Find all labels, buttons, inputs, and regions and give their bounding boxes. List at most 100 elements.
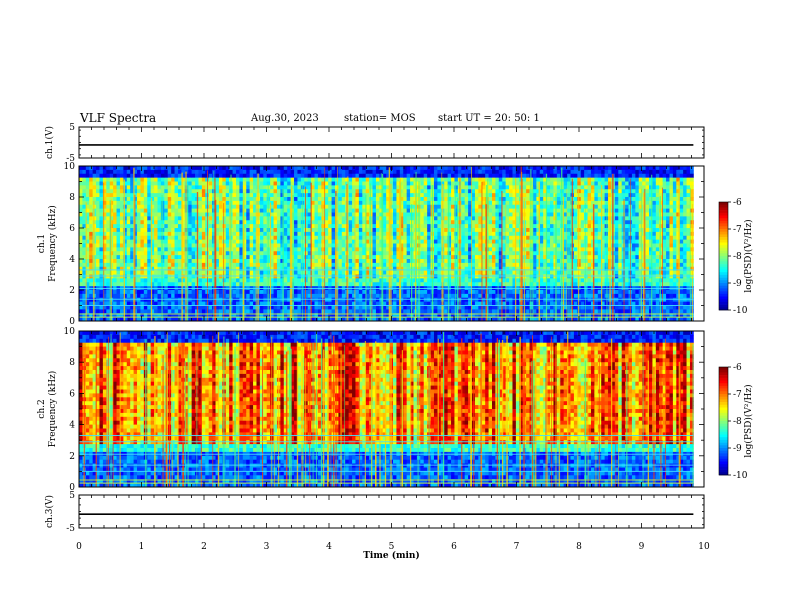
- ch2-spectrogram-colorbar-segment: [719, 372, 728, 376]
- ch1-spectrogram-frame: [78, 165, 705, 322]
- ch1-spectrogram-colorbar-segment: [719, 247, 728, 251]
- ch1-spectrogram-colorbar-segment: [719, 277, 728, 281]
- ch1-spectrogram-colorbar-segment: [719, 210, 728, 214]
- ch2-spectrogram-colorbar-segment: [719, 369, 728, 373]
- ch1-spectrogram-channel-label: ch.1: [37, 234, 47, 253]
- ch3-voltage-ytick-label: 5: [69, 491, 75, 501]
- chart-title: VLF Spectra: [80, 111, 157, 125]
- ch2-spectrogram-colorbar-segment: [719, 415, 728, 419]
- ch1-spectrogram-colorbar-segment: [719, 285, 728, 289]
- ch1-spectrogram-colorbar-segment: [719, 296, 728, 300]
- ch1-spectrogram-colorbar-segment: [719, 220, 728, 224]
- ch1-spectrogram-colorbar-segment: [719, 212, 728, 216]
- ch1-spectrogram-ytick-label: 10: [64, 162, 76, 172]
- start-time-label: start UT = 20: 50: 1: [438, 113, 540, 124]
- ch2-spectrogram-colorbar-segment: [719, 380, 728, 384]
- ch1-spectrogram-colorbar-segment: [719, 293, 728, 297]
- ch2-spectrogram-colorbar-tick: -9: [733, 444, 742, 454]
- ch3-voltage-ytick-label: -5: [66, 524, 75, 534]
- ch2-spectrogram-colorbar-segment: [719, 464, 728, 468]
- ch1-spectrogram-colorbar-segment: [719, 269, 728, 273]
- ch1-voltage-frame: [78, 126, 705, 159]
- ch1-spectrogram-colorbar-segment: [719, 204, 728, 208]
- ch1-spectrogram-colorbar-segment: [719, 266, 728, 270]
- ch2-spectrogram-colorbar-tick: -7: [733, 390, 742, 400]
- ch1-spectrogram-ytick-label: 6: [69, 224, 75, 234]
- ch2-spectrogram-colorbar-segment: [719, 461, 728, 465]
- ch1-spectrogram-ytick-label: 4: [69, 255, 75, 265]
- ch1-spectrogram-ylabel: Frequency (kHz): [47, 205, 58, 282]
- ch1-voltage-ytick-label: -5: [66, 154, 75, 164]
- ch1-spectrogram-colorbar-segment: [719, 274, 728, 278]
- ch1-spectrogram-image: [79, 166, 694, 322]
- ch2-spectrogram-colorbar-segment: [719, 469, 728, 473]
- ch2-spectrogram-colorbar-segment: [719, 434, 728, 438]
- ch1-voltage-ytick-label: 5: [69, 123, 75, 133]
- ch2-spectrogram-ytick-label: 2: [69, 452, 75, 462]
- ch2-spectrogram-colorbar-segment: [719, 404, 728, 408]
- ch2-spectrogram-colorbar-segment: [719, 426, 728, 430]
- ch2-spectrogram-colorbar-tick: -6: [733, 363, 742, 373]
- ch2-spectrogram-colorbar-segment: [719, 448, 728, 451]
- ch2-spectrogram-colorbar-segment: [719, 399, 728, 403]
- ch2-spectrogram-colorbar-segment: [719, 429, 728, 433]
- station-label: station= MOS: [344, 113, 416, 124]
- ch2-spectrogram-colorbar-segment: [719, 453, 728, 457]
- ch2-spectrogram-colorbar-segment: [719, 388, 728, 392]
- ch1-spectrogram-colorbar-tick: -10: [733, 306, 748, 316]
- ch2-spectrogram-image: [79, 331, 694, 488]
- ch1-spectrogram-colorbar-segment: [719, 234, 728, 238]
- ch2-spectrogram-colorbar-segment: [719, 456, 728, 460]
- ch2-spectrogram-colorbar-segment: [719, 472, 728, 476]
- ch1-spectrogram-colorbar-segment: [719, 256, 728, 259]
- x-tick-label: 1: [139, 542, 145, 552]
- ch2-spectrogram-frame: [78, 330, 705, 488]
- ch2-spectrogram-colorbar-segment: [719, 431, 728, 435]
- ch1-spectrogram-colorbar-segment: [719, 307, 728, 311]
- ch1-spectrogram-colorbar-label: log(PSD)(V²/Hz): [743, 219, 754, 292]
- ch1-spectrogram-colorbar-tick: -6: [733, 198, 742, 208]
- ch1-spectrogram-ytick-label: 8: [69, 193, 75, 203]
- ch2-spectrogram-colorbar-label: log(PSD)(V²/Hz): [743, 384, 754, 457]
- ch1-spectrogram-colorbar-segment: [719, 202, 728, 205]
- ch1-spectrogram-colorbar-segment: [719, 261, 728, 265]
- ch2-spectrogram-colorbar-segment: [719, 421, 728, 424]
- ch3-voltage-ylabel: ch.3(V): [44, 495, 55, 528]
- ch1-spectrogram-colorbar-tick: -7: [733, 225, 742, 235]
- ch2-spectrogram-colorbar-segment: [719, 367, 728, 370]
- ch2-spectrogram-colorbar-segment: [719, 450, 728, 454]
- x-axis-label: Time (min): [363, 550, 420, 561]
- ch2-spectrogram-colorbar-segment: [719, 418, 728, 422]
- ch2-spectrogram-ytick-label: 8: [69, 358, 75, 368]
- x-tick-label: 8: [576, 542, 582, 552]
- ch2-spectrogram-colorbar-segment: [719, 445, 728, 449]
- ch2-spectrogram-colorbar-segment: [719, 375, 728, 379]
- ch2-spectrogram-colorbar-segment: [719, 439, 728, 443]
- date-label: Aug.30, 2023: [251, 113, 319, 124]
- ch1-spectrogram-colorbar-segment: [719, 239, 728, 243]
- ch2-spectrogram-colorbar-segment: [719, 402, 728, 406]
- ch1-spectrogram-colorbar-segment: [719, 229, 728, 232]
- x-tick-label: 2: [201, 542, 207, 552]
- ch1-spectrogram-colorbar-segment: [719, 304, 728, 308]
- x-tick-label: 4: [326, 542, 332, 552]
- ch1-spectrogram-colorbar-segment: [719, 245, 728, 249]
- ch2-spectrogram-colorbar-segment: [719, 423, 728, 427]
- ch2-spectrogram-colorbar-segment: [719, 410, 728, 414]
- ch1-spectrogram-colorbar-segment: [719, 223, 728, 227]
- x-tick-label: 5: [389, 542, 395, 552]
- ch2-spectrogram-colorbar-segment: [719, 437, 728, 441]
- x-tick-label: 6: [451, 542, 457, 552]
- ch2-spectrogram-ytick-label: 6: [69, 389, 75, 399]
- ch1-spectrogram-colorbar-segment: [719, 283, 728, 286]
- ch3-voltage-frame: [78, 494, 705, 529]
- ch2-spectrogram-colorbar-segment: [719, 377, 728, 381]
- ch2-spectrogram-ytick-label: 4: [69, 421, 75, 431]
- x-tick-label: 3: [264, 542, 270, 552]
- ch2-spectrogram-colorbar-segment: [719, 385, 728, 389]
- ch2-spectrogram-colorbar-segment: [719, 394, 728, 397]
- ch1-spectrogram-colorbar-tick: -9: [733, 279, 742, 289]
- ch1-spectrogram-colorbar-segment: [719, 218, 728, 222]
- ch1-spectrogram-colorbar-segment: [719, 237, 728, 241]
